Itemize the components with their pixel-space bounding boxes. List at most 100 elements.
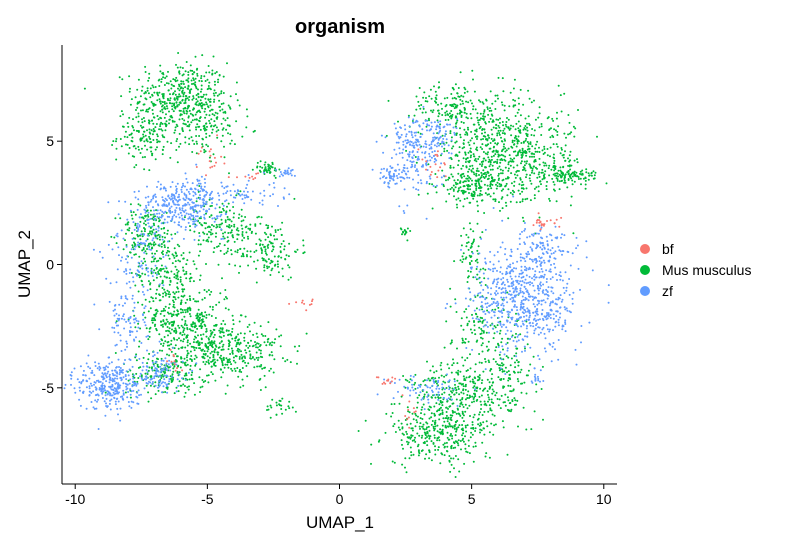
data-point (590, 171, 593, 174)
data-point (118, 303, 121, 306)
data-point (537, 173, 540, 176)
data-point (234, 196, 237, 199)
data-point (443, 147, 446, 150)
data-point (525, 154, 528, 157)
data-point (456, 179, 459, 181)
data-point (488, 387, 491, 390)
data-point (393, 423, 396, 425)
data-point (487, 160, 490, 163)
data-point (455, 440, 458, 443)
data-point (491, 120, 494, 123)
data-point (139, 238, 142, 241)
data-point (175, 140, 178, 143)
data-point (433, 434, 436, 437)
data-point (205, 209, 208, 212)
data-point (79, 365, 82, 368)
data-point (133, 155, 136, 158)
data-point (434, 453, 437, 456)
data-point (271, 242, 274, 245)
data-point (184, 141, 187, 144)
data-point (178, 224, 181, 227)
data-point (162, 344, 165, 347)
data-point (255, 356, 258, 359)
data-point (477, 210, 479, 213)
data-point (268, 369, 271, 372)
data-point (491, 164, 494, 167)
data-point (501, 207, 504, 210)
data-point (288, 407, 291, 410)
data-point (200, 105, 203, 108)
data-point (171, 215, 174, 218)
data-point (133, 242, 136, 245)
data-point (505, 355, 508, 358)
data-point (212, 356, 215, 359)
data-point (126, 255, 129, 257)
data-point (384, 431, 387, 434)
data-point (568, 154, 571, 157)
data-point (440, 361, 443, 364)
data-point (93, 303, 96, 306)
data-point (164, 197, 167, 200)
data-point (481, 231, 484, 234)
data-point (411, 120, 414, 122)
data-point (513, 136, 516, 139)
data-point (133, 228, 136, 231)
data-point (409, 422, 412, 425)
data-point (101, 372, 104, 375)
data-point (144, 228, 146, 231)
data-point (370, 462, 372, 465)
data-point (189, 64, 192, 67)
data-point (435, 382, 438, 385)
data-point (163, 244, 166, 247)
data-point (477, 423, 480, 426)
data-point (423, 395, 426, 398)
data-point (144, 65, 147, 68)
data-point (220, 359, 223, 362)
data-point (464, 338, 467, 340)
data-point (181, 209, 184, 212)
data-point (467, 128, 470, 131)
data-point (556, 111, 558, 114)
data-point (489, 173, 492, 176)
data-point (184, 185, 186, 188)
data-point (446, 425, 449, 428)
data-point (520, 187, 523, 190)
data-point (183, 288, 186, 291)
data-point (162, 295, 164, 298)
data-point (101, 397, 104, 399)
data-point (255, 267, 258, 270)
data-point (225, 329, 228, 332)
data-point (196, 123, 199, 126)
data-point (407, 114, 410, 117)
data-point (261, 243, 264, 246)
data-point (509, 164, 512, 167)
data-point (430, 440, 433, 443)
data-point (488, 109, 491, 112)
data-point (184, 203, 187, 206)
data-point (147, 79, 150, 82)
data-point (139, 152, 142, 154)
data-point (464, 88, 467, 91)
data-point (165, 386, 168, 389)
data-point (134, 284, 137, 287)
data-point (126, 122, 129, 125)
data-point (490, 398, 493, 401)
data-point (488, 431, 491, 434)
data-point (215, 130, 218, 133)
data-point (215, 226, 218, 229)
data-point (152, 130, 155, 133)
data-point (264, 259, 267, 262)
data-point (477, 320, 480, 323)
data-point (179, 280, 182, 283)
data-point (526, 141, 529, 143)
data-point (482, 160, 485, 163)
data-point (120, 95, 123, 98)
data-point (277, 271, 280, 274)
data-point (244, 315, 247, 318)
data-point (474, 430, 477, 432)
data-point (230, 347, 233, 350)
data-point (183, 333, 186, 336)
data-point (174, 344, 177, 347)
data-point (210, 214, 213, 217)
data-point (163, 270, 166, 273)
